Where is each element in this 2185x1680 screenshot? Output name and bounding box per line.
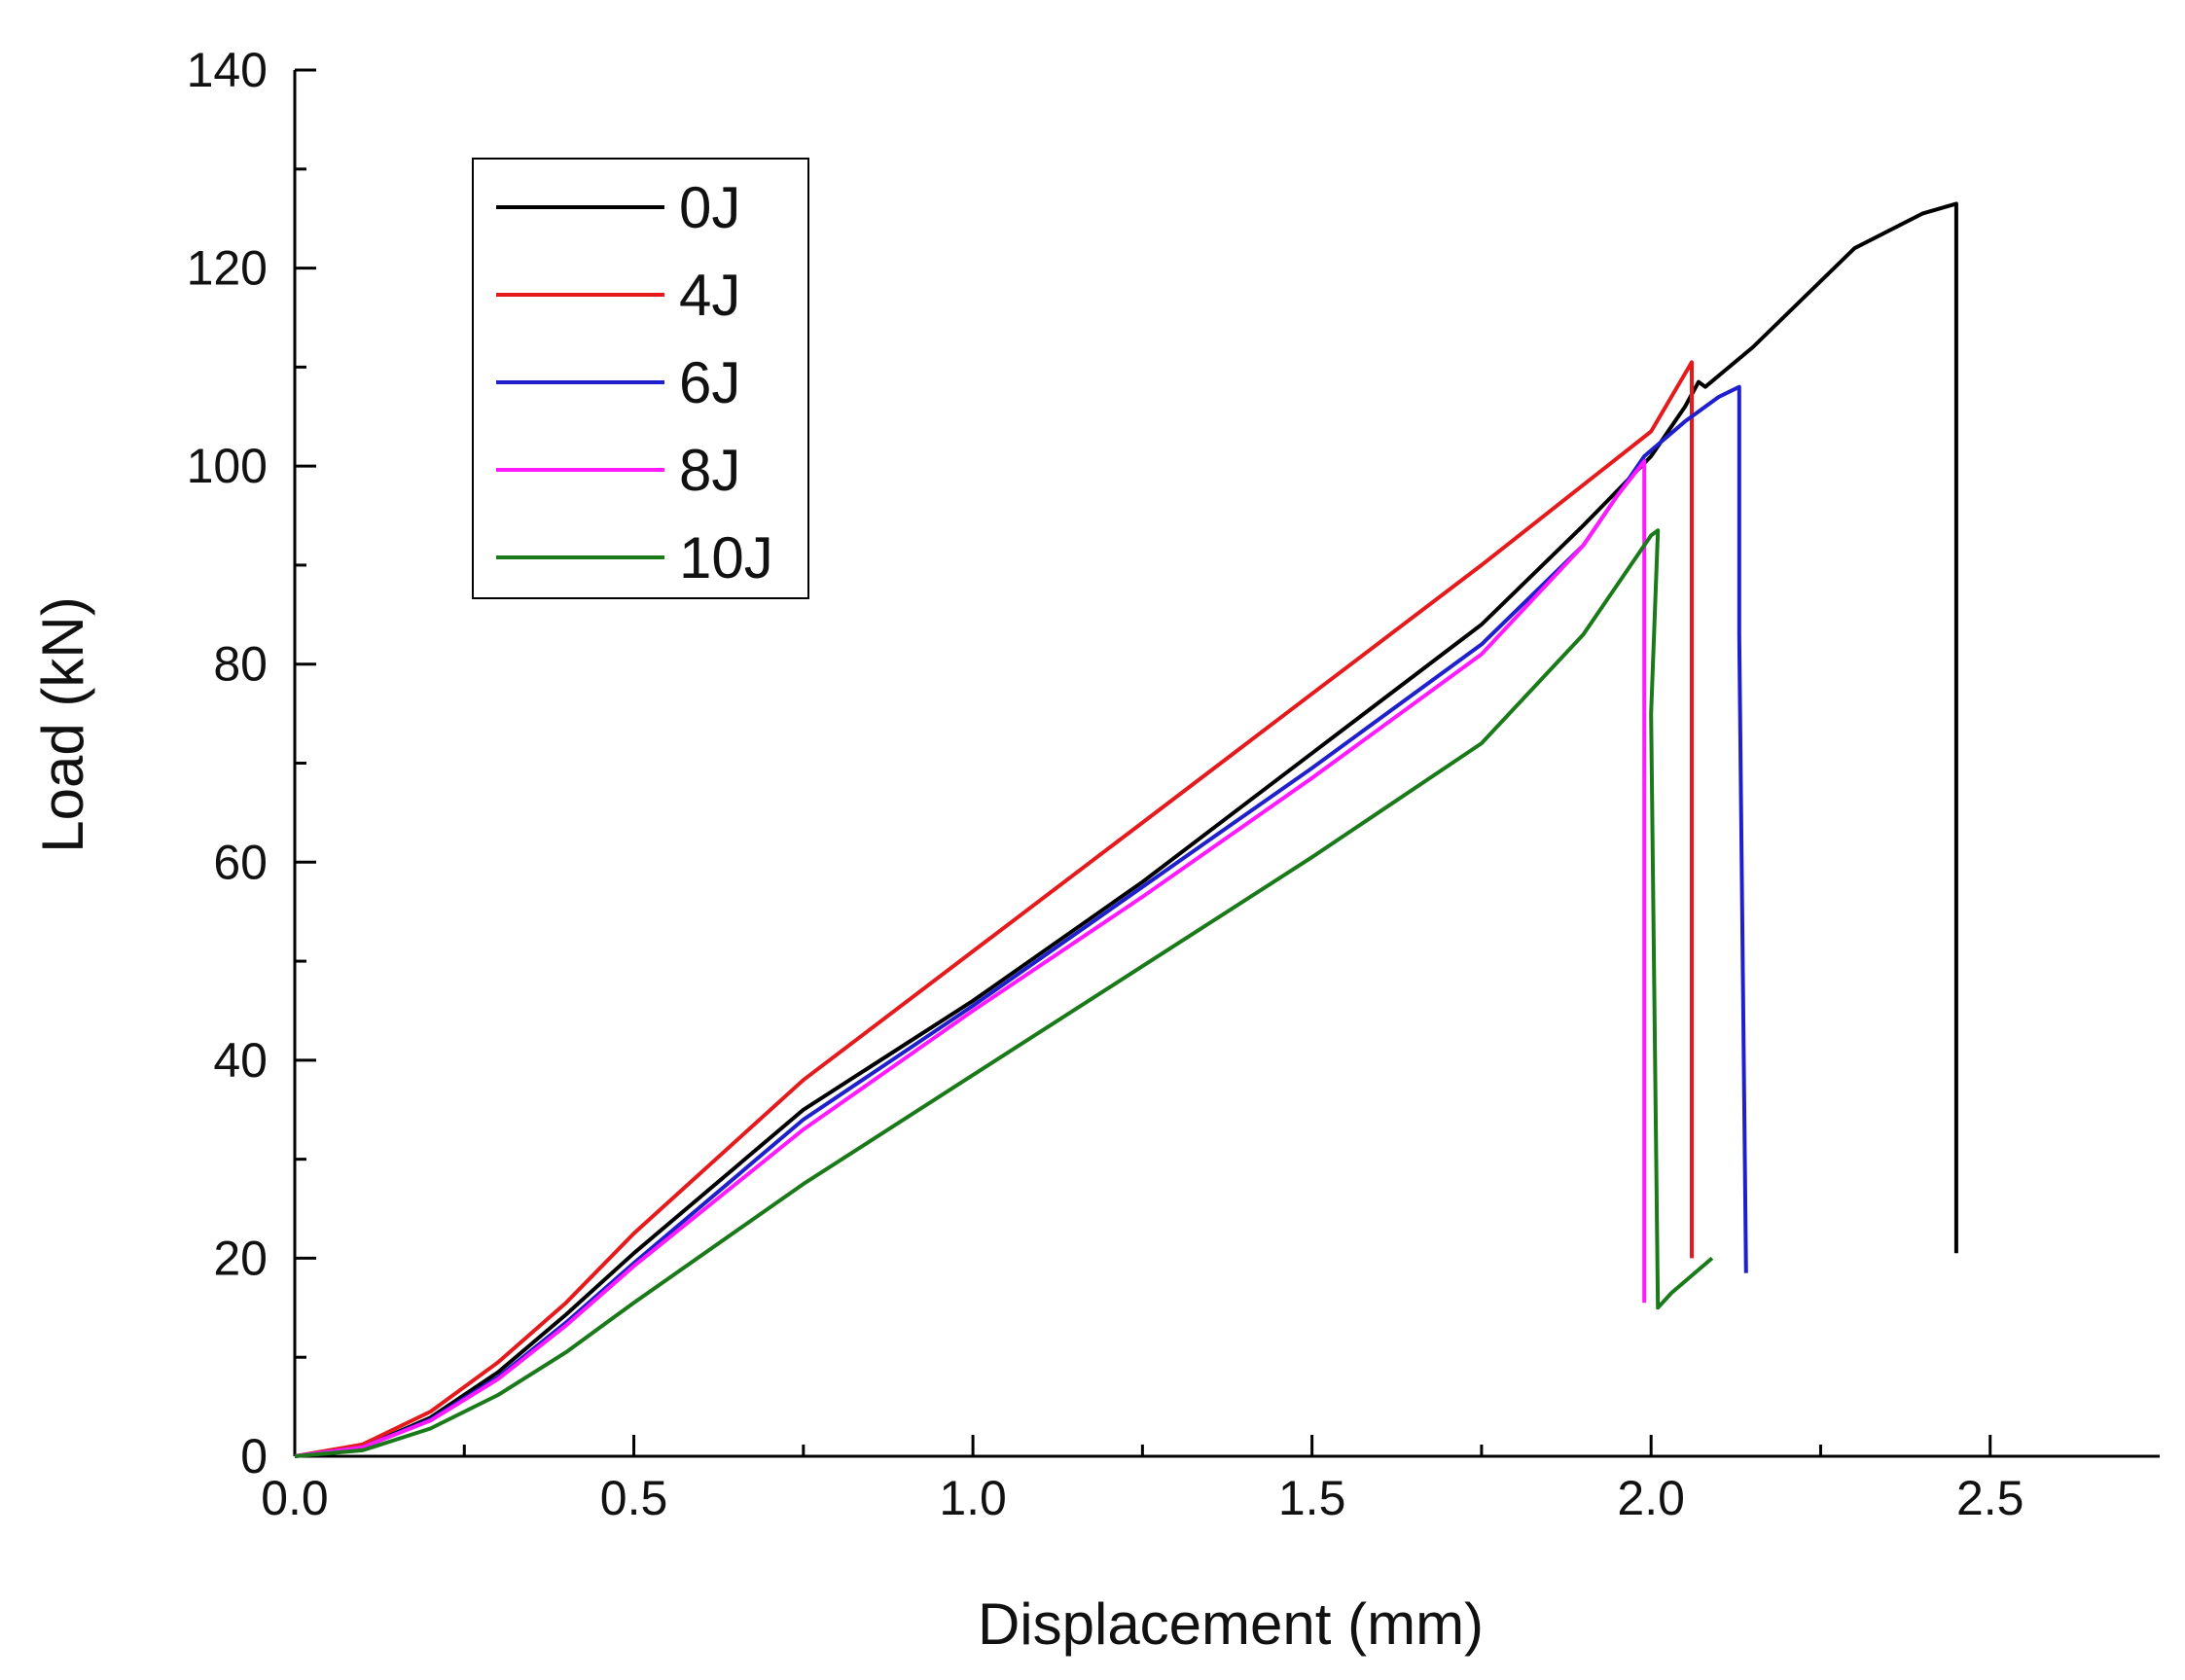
x-tick-label: 2.0 (1617, 1471, 1685, 1525)
x-tick-label: 1.5 (1278, 1471, 1346, 1525)
y-tick-label: 80 (213, 637, 268, 692)
legend-label-4j: 4J (679, 263, 740, 328)
x-axis-title: Displacement (mm) (978, 1591, 1484, 1657)
ticks: 0.0 0.5 1.0 1.5 2.0 2.5 0 20 40 60 80 100 120 140 (187, 43, 2024, 1525)
y-tick-label: 120 (187, 241, 268, 296)
legend: 0J 4J 6J 8J 10J (472, 158, 809, 599)
y-tick-label: 20 (213, 1231, 268, 1285)
y-tick-label: 100 (187, 439, 268, 493)
legend-label-6j: 6J (679, 350, 740, 415)
legend-label-10j: 10J (679, 525, 773, 590)
series-line-0j (294, 201, 1958, 1458)
series-line-4j (294, 360, 1694, 1458)
legend-label-8j: 8J (679, 438, 740, 503)
y-tick-label: 60 (213, 835, 268, 889)
y-tick-label: 40 (213, 1033, 268, 1088)
y-tick-label: 140 (187, 43, 268, 97)
y-tick-label: 0 (240, 1429, 268, 1483)
series-line-8j (294, 459, 1647, 1458)
x-tick-label: 1.0 (939, 1471, 1007, 1525)
series-lines (294, 201, 1958, 1458)
legend-label-0j: 0J (679, 175, 740, 240)
y-axis-title: Load (kN) (30, 596, 95, 852)
legend-box (472, 158, 809, 599)
series-line-10j (294, 528, 1714, 1458)
x-tick-label: 2.5 (1956, 1471, 2024, 1525)
x-tick-label: 0.0 (261, 1471, 329, 1525)
x-tick-label: 0.5 (600, 1471, 668, 1525)
